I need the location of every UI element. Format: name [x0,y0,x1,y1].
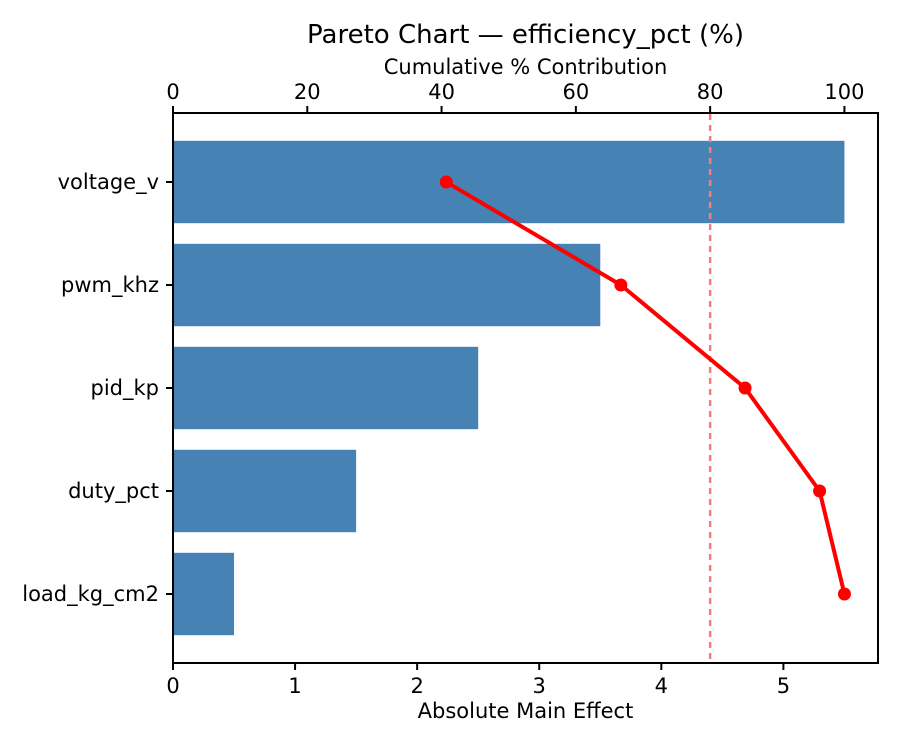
cumulative-point-load_kg_cm2 [837,587,851,601]
bar-duty_pct [174,449,357,533]
x-bottom-tick-label: 4 [655,674,668,698]
x-top-tick-label: 20 [294,80,321,104]
x-top-tick-label: 60 [562,80,589,104]
x-bottom-tick-label: 0 [166,674,179,698]
cumulative-point-voltage_v [439,175,453,189]
x-top-tick-label: 40 [428,80,455,104]
x-top-tick-label: 100 [824,80,864,104]
bar-voltage_v [174,140,845,224]
x-bottom-tick-label: 5 [777,674,790,698]
bottom-axis-label: Absolute Main Effect [417,699,634,723]
x-top-tick-label: 0 [166,80,179,104]
y-category-label-pid_kp: pid_kp [91,376,160,401]
y-category-label-duty_pct: duty_pct [68,479,159,504]
x-bottom-tick-label: 2 [410,674,423,698]
bar-pwm_khz [174,243,601,327]
bar-load_kg_cm2 [174,552,235,636]
cumulative-point-pwm_khz [614,278,628,292]
y-category-label-voltage_v: voltage_v [58,170,159,195]
y-category-label-pwm_khz: pwm_khz [61,273,159,298]
x-bottom-tick-label: 1 [288,674,301,698]
chart-title: Pareto Chart — efficiency_pct (%) [307,20,744,50]
cumulative-point-pid_kp [738,381,752,395]
top-axis-label: Cumulative % Contribution [383,55,668,79]
cumulative-point-duty_pct [813,484,827,498]
y-category-label-load_kg_cm2: load_kg_cm2 [22,582,159,607]
x-bottom-tick-label: 3 [533,674,546,698]
bar-pid_kp [174,346,479,430]
x-top-tick-label: 80 [697,80,724,104]
